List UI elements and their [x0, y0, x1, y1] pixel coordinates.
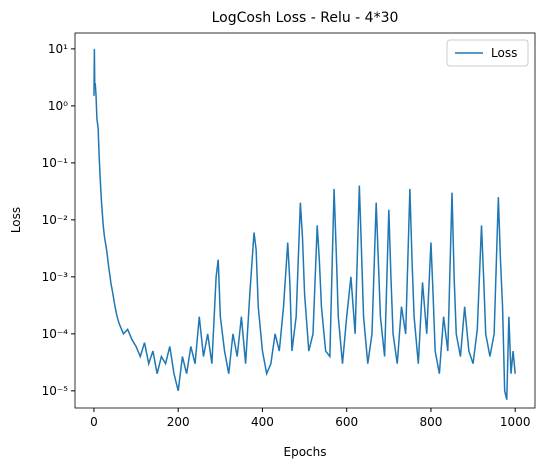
y-tick-label: 10¹: [48, 42, 68, 56]
y-tick-label: 10⁻⁴: [42, 327, 69, 341]
x-tick-label: 800: [419, 415, 442, 429]
plot-frame: [74, 32, 536, 409]
chart-title: LogCosh Loss - Relu - 4*30: [212, 10, 399, 26]
y-tick-label: 10⁻²: [42, 213, 69, 227]
y-axis-label: Loss: [9, 207, 23, 233]
x-tick-label: 200: [167, 415, 190, 429]
y-tick-label: 10⁻³: [42, 270, 69, 284]
x-tick-label: 400: [251, 415, 274, 429]
legend-box: [446, 39, 529, 67]
y-tick-label: 10⁻¹: [42, 156, 69, 170]
x-tick-label: 0: [90, 415, 98, 429]
legend-label: Loss: [491, 46, 517, 60]
x-tick-label: 600: [335, 415, 358, 429]
x-axis-label: Epochs: [284, 445, 327, 459]
loss-line: [93, 48, 516, 400]
x-tick-label: 1000: [500, 415, 531, 429]
y-tick-label: 10⁰: [48, 99, 68, 113]
y-tick-label: 10⁻⁵: [42, 384, 69, 398]
